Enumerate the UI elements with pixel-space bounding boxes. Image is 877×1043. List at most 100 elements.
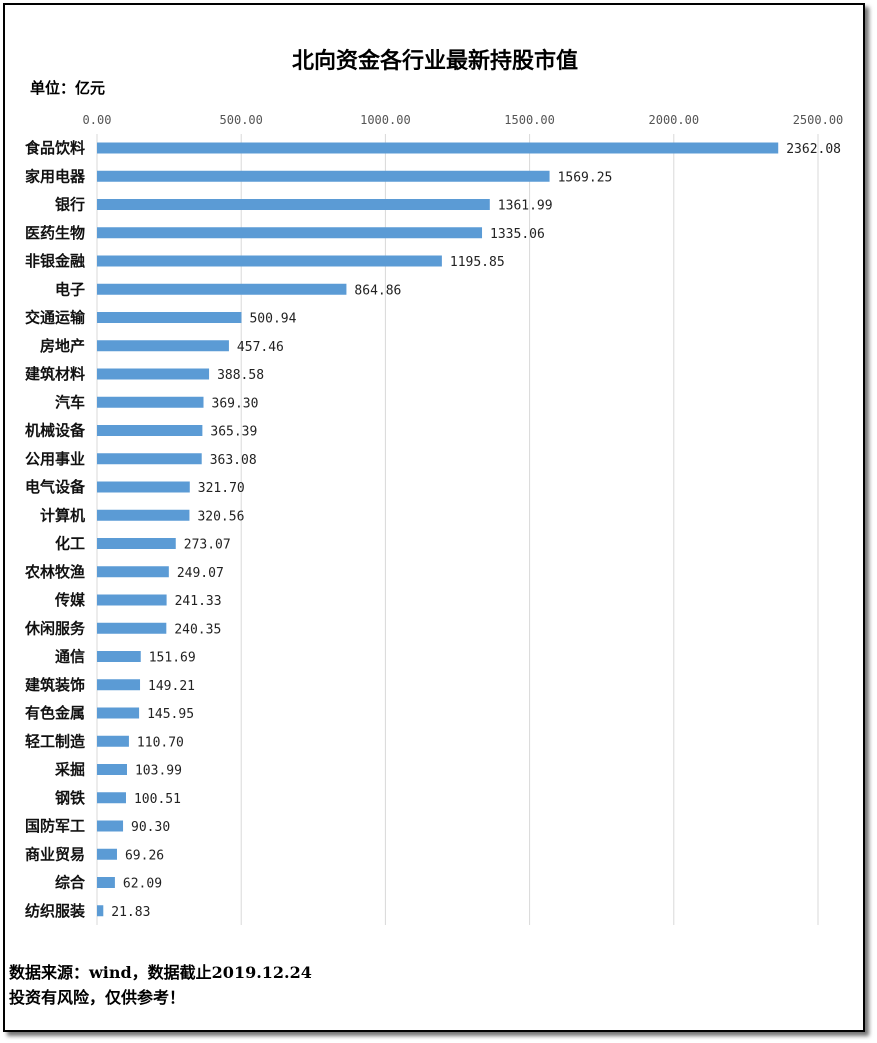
category-label: 轻工制造 [25,732,85,750]
bar [97,820,124,832]
bar [97,425,203,436]
data-label: 21.83 [111,905,150,920]
category-label: 汽车 [55,393,85,411]
bar [97,622,167,634]
data-label: 103.99 [135,764,182,779]
bar [97,170,550,182]
bar [97,764,127,775]
data-label: 273.07 [184,538,231,553]
x-axis-ticks: 0.00 500.00 1000.00 1500.00 2000.00 2500.00 [83,113,844,127]
bar [97,848,117,860]
category-label: 建筑材料 [25,365,85,383]
data-label: 240.35 [174,622,221,637]
data-label: 100.51 [134,792,181,807]
data-label: 2362.08 [786,142,841,157]
bar [97,735,129,747]
data-label: 241.33 [175,594,222,609]
bar [97,481,190,493]
category-label: 商业贸易 [25,845,85,863]
bar [97,679,141,691]
data-label: 864.86 [354,283,401,298]
data-source-note: 数据来源：wind，数据截止2019.12.24 [9,963,312,982]
data-label: 363.08 [210,453,257,468]
category-label: 通信 [55,648,85,666]
bar [97,312,242,323]
unit-label: 单位：亿元 [30,79,105,97]
data-label: 1361.99 [498,199,553,214]
bar [97,255,442,267]
category-label: 采掘 [54,761,85,779]
category-label: 化工 [55,535,85,553]
bar [97,368,210,380]
category-label: 食品饮料 [25,139,85,157]
category-label: 机械设备 [25,422,86,440]
x-tick-label: 1000.00 [360,113,411,127]
bar [97,877,115,888]
category-label: 传媒 [54,591,86,609]
x-tick-label: 0.00 [83,113,112,127]
gridlines [96,134,819,925]
bar [97,905,104,917]
bar [97,453,202,465]
data-label: 149.21 [148,679,195,694]
data-label: 1195.85 [450,255,505,270]
category-label: 休闲服务 [24,619,86,637]
bar [97,142,779,154]
category-label: 银行 [55,196,85,214]
category-label: 钢铁 [55,789,85,807]
bar [97,538,176,549]
data-label: 457.46 [237,340,284,355]
risk-disclaimer: 投资有风险，仅供参考！ [9,988,185,1007]
data-label: 151.69 [149,651,196,666]
bar [97,651,141,662]
category-label: 有色金属 [25,704,85,722]
data-label: 249.07 [177,566,224,581]
data-label: 321.70 [198,481,245,496]
bar [97,509,190,521]
data-label: 369.30 [212,396,259,411]
category-label: 国防军工 [25,817,85,835]
data-label: 365.39 [210,425,257,440]
x-tick-label: 500.00 [220,113,263,127]
data-label: 110.70 [137,735,184,750]
category-label: 农林牧渔 [24,563,85,581]
category-label: 房地产 [40,337,85,355]
bar [97,707,140,719]
bar [97,594,167,606]
data-label: 320.56 [197,509,244,524]
category-label: 综合 [55,874,86,892]
category-label: 家用电器 [25,167,86,185]
category-label: 交通运输 [25,309,86,327]
data-label: 388.58 [217,368,264,383]
bar [97,792,126,804]
bar [97,199,490,210]
data-label: 500.94 [249,312,296,327]
value-labels: 2362.08 1569.25 1361.99 1335.06 1195.85 864.8… [111,142,841,920]
category-label: 建筑装饰 [25,676,85,694]
bar [97,340,229,352]
category-label: 公用事业 [25,450,85,468]
bar [97,227,483,239]
bars [97,142,779,917]
category-label: 非银金融 [25,252,85,270]
data-label: 1335.06 [490,227,545,242]
data-label: 62.09 [123,877,162,892]
bar [97,283,347,295]
bar [97,396,204,408]
bar [97,566,169,578]
category-label: 医药生物 [25,224,85,242]
category-label: 计算机 [40,506,85,524]
x-tick-label: 2500.00 [793,113,844,127]
category-label: 电子 [55,280,85,298]
category-label: 电气设备 [25,478,86,496]
data-label: 69.26 [125,848,164,863]
x-tick-label: 2000.00 [649,113,700,127]
x-tick-label: 1500.00 [504,113,555,127]
chart-title: 北向资金各行业最新持股市值 [292,48,578,74]
data-label: 145.95 [147,707,194,722]
category-labels: 食品饮料家用电器银行医药生物非银金融电子交通运输房地产建筑材料汽车机械设备公用事… [24,139,86,920]
data-label: 1569.25 [558,170,613,185]
data-label: 90.30 [131,820,170,835]
category-label: 纺织服装 [25,902,86,920]
